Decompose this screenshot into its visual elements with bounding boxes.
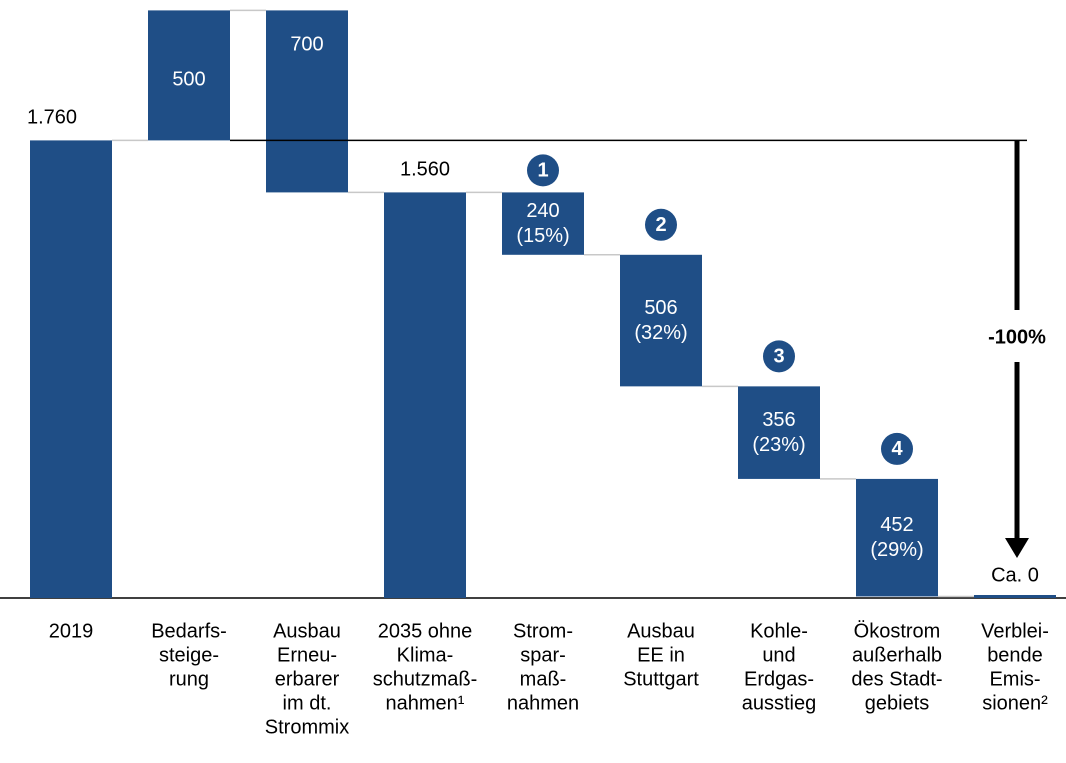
step-badge <box>881 432 913 465</box>
x-tick-label: gebiets <box>865 692 930 714</box>
x-tick-label: Emis- <box>989 668 1040 690</box>
x-tick-label: 2019 <box>49 620 94 642</box>
value-label: 1.560 <box>400 159 450 181</box>
x-tick-label: Ökostrom <box>854 620 941 642</box>
x-tick-label: nahmen <box>507 692 579 714</box>
x-tick-label: erbarer <box>275 668 340 690</box>
x-tick-label: außerhalb <box>852 644 942 666</box>
step-number: 4 <box>891 438 903 460</box>
step-number: 3 <box>773 346 784 368</box>
step-badge <box>763 340 795 373</box>
x-tick-label: Stuttgart <box>623 668 699 690</box>
x-tick-label: Erneu- <box>277 644 337 666</box>
value-label: 356 <box>762 409 795 431</box>
arrow-head <box>1005 538 1029 558</box>
bar <box>384 192 466 598</box>
bar <box>30 140 112 598</box>
x-tick-label: rung <box>169 668 209 690</box>
x-tick-label: Verblei- <box>981 620 1049 642</box>
bar <box>738 386 820 479</box>
bar <box>148 10 230 141</box>
x-tick-label: Strom- <box>513 620 573 642</box>
bar <box>620 254 702 387</box>
share-label: (29%) <box>870 539 923 561</box>
bar <box>856 478 938 597</box>
step-badge <box>527 154 559 187</box>
value-label: 1.760 <box>27 107 77 129</box>
x-tick-label: im dt. <box>283 692 332 714</box>
value-label: Ca. 0 <box>991 564 1039 586</box>
x-tick-label: bende <box>987 644 1043 666</box>
x-tick-label: maß- <box>520 668 567 690</box>
x-tick-label: Strommix <box>265 716 349 738</box>
value-label: 240 <box>526 200 559 222</box>
x-tick-label: ausstieg <box>742 692 817 714</box>
x-tick-label: Ausbau <box>273 620 341 642</box>
share-label: (23%) <box>752 434 805 456</box>
bar <box>266 10 348 193</box>
bar <box>974 595 1056 598</box>
x-tick-label: Erdgas- <box>744 668 814 690</box>
value-label: 500 <box>172 69 205 91</box>
x-tick-label: Ausbau <box>627 620 695 642</box>
step-badge <box>645 208 677 241</box>
bar <box>502 192 584 255</box>
x-tick-label: steige- <box>159 644 219 666</box>
x-tick-label: des Stadt- <box>851 668 942 690</box>
step-number: 2 <box>655 214 666 236</box>
value-label: 700 <box>290 34 323 56</box>
x-tick-label: Kohle- <box>750 620 808 642</box>
value-label: 506 <box>644 297 677 319</box>
share-label: (15%) <box>516 225 569 247</box>
x-tick-label: Bedarfs- <box>151 620 227 642</box>
x-tick-label: nahmen¹ <box>386 692 465 714</box>
value-label: 452 <box>880 514 913 536</box>
x-tick-label: schutzmaß- <box>373 668 477 690</box>
x-tick-label: sionen² <box>982 692 1048 714</box>
x-tick-label: 2035 ohne <box>378 620 473 642</box>
x-tick-label: Klima- <box>397 644 454 666</box>
annotation: -100% <box>988 326 1046 348</box>
share-label: (32%) <box>634 322 687 344</box>
x-tick-label: EE in <box>637 644 685 666</box>
step-number: 1 <box>537 160 548 182</box>
x-tick-label: und <box>762 644 795 666</box>
x-tick-label: spar- <box>520 644 566 666</box>
